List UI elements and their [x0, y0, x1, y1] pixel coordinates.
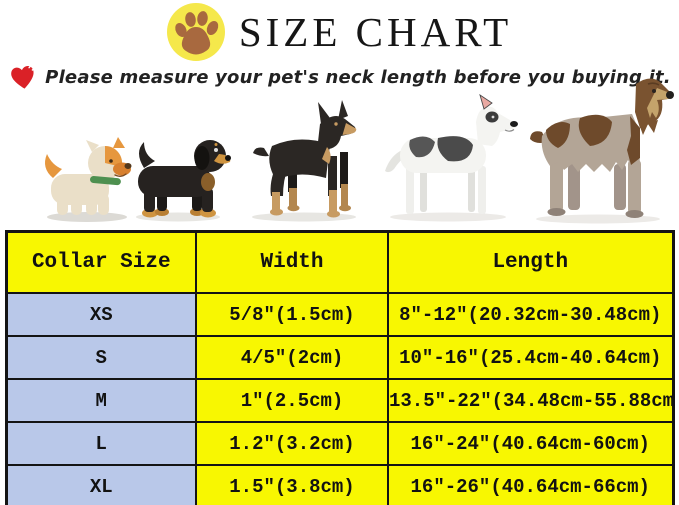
length-cell: 16"-24"(40.64cm-60cm) [387, 421, 674, 466]
header: SIZE CHART [0, 0, 679, 62]
paw-icon [166, 3, 225, 61]
column-header-collar-size: Collar Size [5, 230, 197, 294]
heart-icon [8, 63, 38, 92]
table-row: XS 5/8"(1.5cm) 8"-12"(20.32cm-30.48cm) [5, 292, 674, 337]
size-table: Collar Size Width Length XS 5/8"(1.5cm) … [4, 230, 675, 505]
notice-text: Please measure your pet's neck length be… [45, 66, 671, 88]
table-row: S 4/5"(2cm) 10"-16"(25.4cm-40.64cm) [5, 335, 674, 380]
size-cell: XL [5, 464, 197, 505]
width-cell: 1"(2.5cm) [195, 378, 389, 423]
table-row: M 1"(2.5cm) 13.5"-22"(34.48cm-55.88cm) [5, 378, 674, 423]
length-cell: 13.5"-22"(34.48cm-55.88cm) [387, 378, 674, 423]
table-row: L 1.2"(3.2cm) 16"-24"(40.64cm-60cm) [5, 421, 674, 466]
width-cell: 1.2"(3.2cm) [195, 421, 389, 466]
table-row: XL 1.5"(3.8cm) 16"-26"(40.64cm-66cm) [5, 464, 674, 505]
dachshund-icon [126, 130, 232, 222]
table-header-row: Collar Size Width Length [5, 230, 674, 294]
size-cell: XS [5, 292, 197, 337]
puppy-terrier-icon [33, 136, 138, 222]
shaggy-griffon-icon [528, 72, 678, 224]
doberman-icon [242, 98, 362, 222]
width-cell: 1.5"(3.8cm) [195, 464, 389, 505]
bull-terrier-icon [380, 93, 528, 222]
notice: Please measure your pet's neck length be… [0, 62, 679, 92]
column-header-width: Width [195, 230, 389, 294]
length-cell: 8"-12"(20.32cm-30.48cm) [387, 292, 674, 337]
column-header-length: Length [387, 230, 674, 294]
length-cell: 16"-26"(40.64cm-66cm) [387, 464, 674, 505]
width-cell: 5/8"(1.5cm) [195, 292, 389, 337]
page-title: SIZE CHART [238, 9, 513, 55]
dog-size-illustrations [0, 78, 679, 230]
size-cell: M [5, 378, 197, 423]
size-cell: L [5, 421, 197, 466]
length-cell: 10"-16"(25.4cm-40.64cm) [387, 335, 674, 380]
width-cell: 4/5"(2cm) [195, 335, 389, 380]
size-cell: S [5, 335, 197, 380]
